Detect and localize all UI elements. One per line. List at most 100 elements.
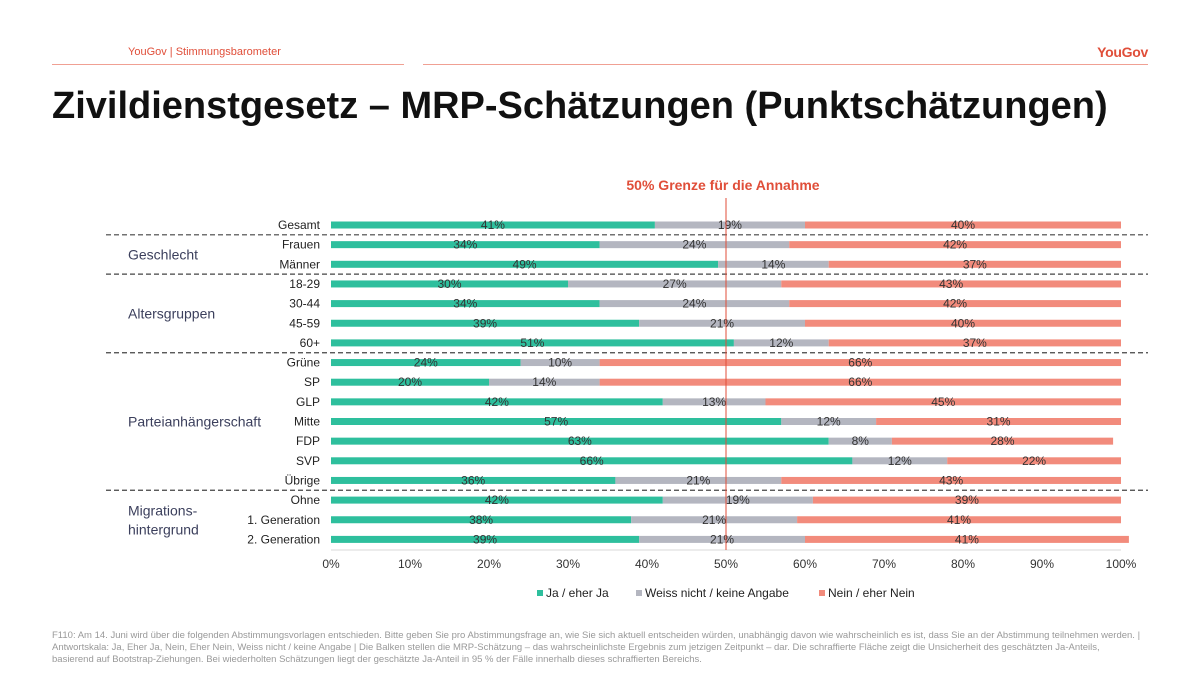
bar-segment — [599, 359, 1121, 367]
data-label: 19% — [718, 218, 742, 232]
x-tick-label: 50% — [714, 557, 738, 571]
data-label: 10% — [548, 356, 572, 370]
header-divider-left — [52, 64, 404, 65]
bar-segment — [781, 418, 877, 425]
bar-segment — [662, 398, 766, 406]
data-label: 66% — [848, 356, 872, 370]
data-label: 42% — [943, 238, 967, 252]
bar-segment — [876, 418, 1121, 425]
x-tick-label: 60% — [793, 557, 817, 571]
data-label: 21% — [702, 513, 726, 527]
data-label: 21% — [710, 532, 734, 546]
category-label: GLP — [296, 395, 320, 409]
bar-segment — [331, 221, 655, 229]
bar-segment — [781, 280, 1121, 288]
data-label: 40% — [951, 218, 975, 232]
category-label: 60+ — [300, 336, 320, 350]
group-label: Geschlecht — [128, 246, 198, 262]
bar-segment — [947, 457, 1121, 465]
header-divider-right — [423, 64, 1148, 65]
data-label: 41% — [947, 513, 971, 527]
bar-segment — [805, 221, 1121, 229]
header-label: YouGov | Stimmungsbarometer — [128, 46, 281, 58]
bar-segment — [599, 241, 790, 249]
bar-segment — [718, 260, 829, 268]
data-label: 36% — [461, 473, 485, 487]
bar-segment — [891, 437, 1114, 445]
data-label: 14% — [532, 375, 556, 389]
bar-segment — [812, 496, 1121, 504]
category-label: 30-44 — [289, 297, 320, 311]
data-label: 34% — [453, 238, 477, 252]
legend-label: Weiss nicht / keine Angabe — [645, 586, 789, 600]
data-label: 24% — [682, 297, 706, 311]
bar-segment — [331, 437, 829, 445]
category-label: Frauen — [282, 238, 320, 252]
data-label: 51% — [520, 336, 544, 350]
x-tick-label: 90% — [1030, 557, 1054, 571]
data-label: 42% — [485, 493, 509, 507]
x-tick-label: 80% — [951, 557, 975, 571]
x-tick-label: 10% — [398, 557, 422, 571]
bar-segment — [805, 319, 1121, 327]
bar-segment — [733, 339, 829, 347]
data-label: 22% — [1022, 454, 1046, 468]
group-label: Parteianhängerschaft — [128, 414, 261, 430]
category-label: SP — [304, 375, 320, 389]
data-label: 34% — [453, 297, 477, 311]
bar-segment — [805, 535, 1129, 543]
data-label: 66% — [848, 375, 872, 389]
bar-segment — [331, 378, 489, 386]
bar-segment — [599, 300, 790, 308]
bar-segment — [331, 319, 640, 327]
data-label: 20% — [398, 375, 422, 389]
bar-segment — [852, 457, 948, 465]
data-label: 39% — [473, 316, 497, 330]
bar-segment — [331, 398, 663, 406]
category-label: 2. Generation — [247, 532, 320, 546]
legend-swatch — [537, 590, 543, 596]
data-label: 40% — [951, 316, 975, 330]
data-label: 39% — [473, 532, 497, 546]
bar-segment — [654, 221, 805, 229]
x-tick-label: 70% — [872, 557, 896, 571]
data-label: 30% — [437, 277, 461, 291]
data-label: 19% — [726, 493, 750, 507]
bar-segment — [662, 496, 813, 504]
data-label: 27% — [663, 277, 687, 291]
legend-label: Nein / eher Nein — [828, 586, 915, 600]
data-label: 12% — [817, 415, 841, 429]
bar-segment — [331, 535, 640, 543]
category-label: 18-29 — [289, 277, 320, 291]
legend-label: Ja / eher Ja — [546, 586, 609, 600]
data-label: 43% — [939, 277, 963, 291]
bar-segment — [331, 496, 663, 504]
category-label: Gesamt — [278, 218, 321, 232]
category-label: Männer — [279, 257, 320, 271]
data-label: 45% — [931, 395, 955, 409]
data-label: 31% — [987, 415, 1011, 429]
category-label: Übrige — [285, 473, 321, 487]
data-label: 37% — [963, 336, 987, 350]
category-label: Ohne — [291, 493, 321, 507]
bar-segment — [828, 437, 892, 445]
bar-segment — [489, 378, 600, 386]
reference-line-label: 50% Grenze für die Annahme — [626, 177, 819, 193]
data-label: 41% — [955, 532, 979, 546]
bar-segment — [331, 516, 632, 524]
data-label: 49% — [513, 257, 537, 271]
data-label: 21% — [710, 316, 734, 330]
bar-segment — [331, 339, 734, 347]
bar-segment — [789, 300, 1121, 308]
category-label: FDP — [296, 434, 320, 448]
bar-segment — [789, 241, 1121, 249]
bar-segment — [615, 476, 782, 484]
footnote: F110: Am 14. Juni wird über die folgende… — [52, 630, 1141, 665]
bar-segment — [331, 418, 782, 425]
bar-segment — [781, 476, 1121, 484]
data-label: 42% — [485, 395, 509, 409]
bar-segment — [639, 535, 805, 543]
bar-segment — [765, 398, 1121, 406]
x-tick-label: 100% — [1106, 557, 1137, 571]
